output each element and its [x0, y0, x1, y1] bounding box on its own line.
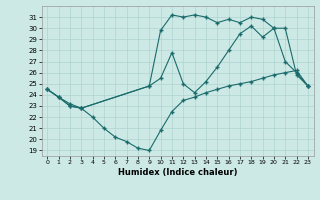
X-axis label: Humidex (Indice chaleur): Humidex (Indice chaleur) — [118, 168, 237, 177]
